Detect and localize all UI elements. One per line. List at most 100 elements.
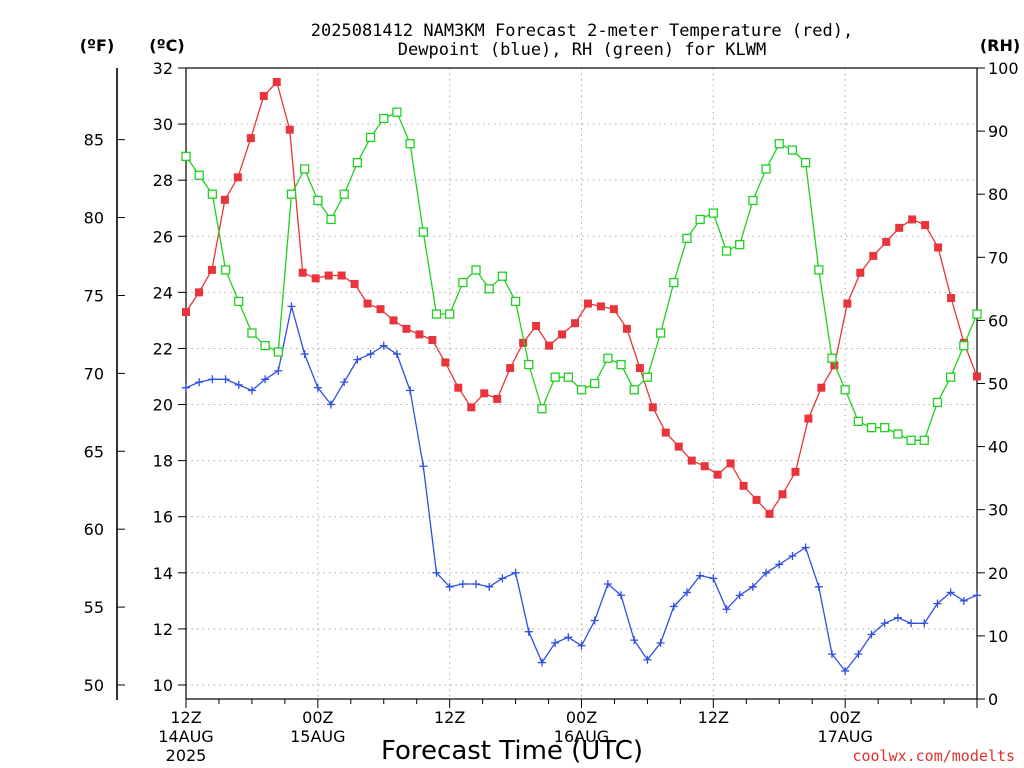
dewpoint-point: [748, 582, 757, 591]
dewpoint-point: [511, 568, 520, 577]
dewpoint-point: [392, 350, 401, 359]
rh-point: [352, 157, 363, 168]
time-tick-label: 00Z: [566, 708, 597, 727]
temperature-point: [454, 383, 463, 392]
rh-point: [853, 416, 863, 427]
temperature-point: [791, 467, 800, 476]
rh-point: [563, 372, 573, 382]
dewpoint-point: [814, 582, 823, 591]
rh-tick-label: 90: [988, 122, 1008, 141]
rh-point: [405, 139, 415, 149]
rh-point: [800, 157, 811, 168]
fahrenheit-tick-label: 80: [84, 209, 104, 228]
rh-point: [629, 385, 639, 395]
rh-point: [537, 404, 547, 414]
rh-point: [906, 435, 916, 445]
data-series: [181, 78, 982, 675]
rh-point: [484, 284, 494, 294]
temperature-line: [185, 80, 978, 515]
rh-tick-label: 20: [988, 564, 1008, 583]
rh-point: [748, 195, 758, 206]
rh-point: [603, 353, 613, 363]
dewpoint-point: [854, 650, 863, 659]
time-tick-label: 12Z: [698, 708, 729, 727]
rh-point: [510, 296, 521, 307]
temperature-point: [804, 414, 813, 423]
rh-point: [840, 385, 850, 395]
temperature-point: [778, 490, 787, 499]
dewpoint-point: [696, 571, 705, 580]
celsius-tick-label: 12: [153, 620, 173, 639]
rh-point: [379, 113, 389, 124]
temperature-point: [259, 92, 268, 101]
rh-point: [814, 265, 824, 275]
tick-labels: 10 12 14 16 18 20 22 24 26 28 30 32 50 55 60 65 70 75 80 85…: [84, 59, 1019, 765]
temperature-point: [428, 336, 437, 345]
rh-point: [524, 359, 534, 370]
celsius-tick-label: 20: [153, 396, 173, 415]
temperature-point: [246, 134, 255, 143]
dewpoint-point: [274, 366, 283, 375]
dewpoint-point: [353, 355, 362, 364]
temperature-point: [869, 251, 878, 260]
rh-tick-label: 80: [988, 185, 1008, 204]
dewpoint-point: [603, 580, 612, 589]
grid-lines: [185, 67, 977, 699]
rh-tick-label: 0: [988, 690, 998, 709]
dewpoint-point: [247, 386, 256, 395]
temperature-point: [272, 78, 281, 87]
rh-point: [682, 233, 692, 244]
temperature-point: [571, 319, 580, 328]
temperature-point: [311, 274, 320, 283]
temperature-point: [908, 215, 917, 224]
rh-point: [260, 340, 270, 351]
rh-point: [669, 277, 679, 288]
temperature-point: [635, 364, 644, 373]
temperature-point: [324, 271, 333, 280]
temperature-point: [363, 299, 372, 308]
temperature-point: [817, 383, 826, 392]
fahrenheit-unit-label: (ºF): [80, 36, 115, 55]
dewpoint-point: [195, 378, 204, 387]
dewpoint-point: [287, 302, 296, 311]
dewpoint-point: [907, 619, 916, 628]
credit-text: coolwx.com/modelts: [852, 747, 1015, 765]
rh-point: [893, 429, 903, 439]
rh-point: [326, 214, 336, 225]
dewpoint-point: [498, 574, 507, 583]
temperature-point: [934, 243, 943, 252]
rh-tick-label: 40: [988, 438, 1008, 457]
fahrenheit-tick-label: 85: [84, 131, 104, 150]
date-tick-label: 14AUG: [158, 727, 213, 746]
temperature-point: [713, 470, 722, 479]
rh-point: [181, 151, 191, 161]
temperature-point: [519, 338, 528, 347]
temperature-point: [376, 305, 385, 314]
rh-point: [431, 309, 442, 319]
temperature-point: [337, 271, 346, 280]
dewpoint-point: [827, 650, 836, 659]
temperature-point: [843, 299, 852, 308]
rh-point: [932, 397, 943, 408]
rh-point: [247, 328, 257, 338]
rh-point: [616, 359, 626, 370]
temperature-point: [700, 462, 709, 471]
rh-point: [220, 265, 231, 275]
dewpoint-point: [445, 582, 454, 591]
rh-tick-label: 30: [988, 501, 1008, 520]
temperature-point: [726, 459, 735, 468]
dewpoint-point: [221, 375, 230, 384]
dewpoint-point: [472, 580, 481, 589]
rh-point: [735, 240, 745, 250]
dewpoint-point: [643, 655, 652, 664]
time-tick-label: 12Z: [434, 708, 465, 727]
rh-point: [945, 372, 956, 382]
temperature-point: [895, 223, 904, 232]
temperature-point: [882, 237, 891, 246]
chart-title-line-2: Dewpoint (blue), RH (green) for KLWM: [398, 40, 766, 60]
dewpoint-point: [327, 400, 336, 409]
temperature-point: [558, 330, 567, 339]
celsius-unit-label: (ºC): [149, 36, 184, 55]
dewpoint-point: [537, 658, 546, 667]
dewpoint-point: [920, 619, 929, 628]
